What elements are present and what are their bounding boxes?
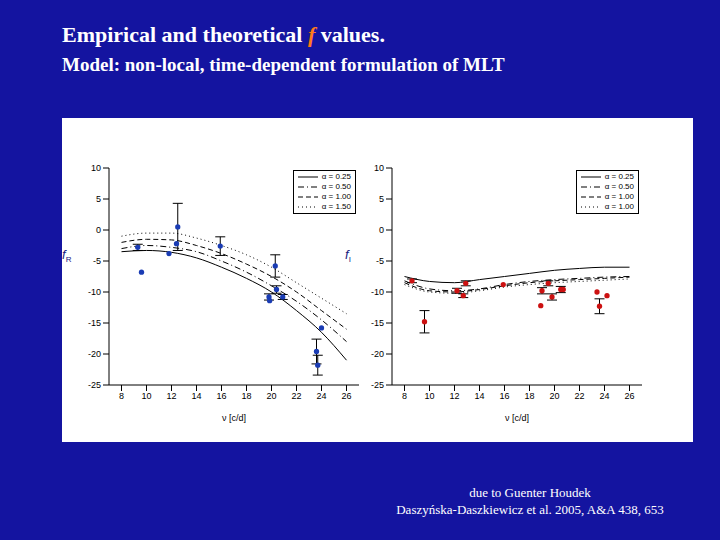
svg-text:5: 5 [379, 194, 384, 204]
html-text:Empirical and theoretical f va: Empirical and theoretical f values. [62, 22, 385, 47]
svg-text:18: 18 [524, 391, 534, 401]
svg-text:-20: -20 [88, 349, 101, 359]
svg-text:-15: -15 [88, 318, 101, 328]
svg-text:5: 5 [96, 194, 101, 204]
svg-text:26: 26 [341, 391, 351, 401]
svg-text:24: 24 [599, 391, 609, 401]
svg-text:18: 18 [241, 391, 251, 401]
svg-text:fR: fR [62, 247, 72, 264]
svg-text:-15: -15 [371, 318, 384, 328]
html-text:α = 0.50: α = 0.50 [321, 182, 351, 191]
html-text:α = 1.00: α = 1.00 [604, 202, 634, 211]
svg-text:10: 10 [141, 391, 151, 401]
svg-text:22: 22 [574, 391, 584, 401]
svg-text:-25: -25 [88, 380, 101, 390]
svg-text:-25: -25 [371, 380, 384, 390]
svg-text:20: 20 [549, 391, 559, 401]
svg-text:-5: -5 [376, 256, 384, 266]
svg-text:16: 16 [216, 391, 226, 401]
svg-text:-20: -20 [371, 349, 384, 359]
svg-text:22: 22 [291, 391, 301, 401]
svg-text:10: 10 [424, 391, 434, 401]
svg-text:10: 10 [374, 163, 384, 173]
svg-text:14: 14 [474, 391, 484, 401]
svg-text:0: 0 [96, 225, 101, 235]
html-text:α = 0.25: α = 0.25 [321, 172, 351, 181]
svg-text:26: 26 [624, 391, 634, 401]
svg-text:0: 0 [379, 225, 384, 235]
svg-text:20: 20 [266, 391, 276, 401]
html-text:Daszyńska-Daszkiewicz et al. 2: Daszyńska-Daszkiewicz et al. 2005, A&A 4… [396, 502, 664, 517]
html-text:Model: non-local, time-depende: Model: non-local, time-dependent formula… [62, 54, 505, 75]
svg-text:8: 8 [119, 391, 124, 401]
svg-text:14: 14 [191, 391, 201, 401]
svg-text:-10: -10 [88, 287, 101, 297]
html-text:due to Guenter Houdek: due to Guenter Houdek [469, 485, 591, 500]
svg-text:10: 10 [91, 163, 101, 173]
svg-text:24: 24 [316, 391, 326, 401]
svg-text:12: 12 [166, 391, 176, 401]
html-text:α = 0.50: α = 0.50 [604, 182, 634, 191]
html-text:α = 1.00: α = 1.00 [321, 192, 351, 201]
svg-text:12: 12 [449, 391, 459, 401]
svg-text:8: 8 [402, 391, 407, 401]
html-text:α = 1.50: α = 1.50 [321, 202, 351, 211]
svg-text:fI: fI [345, 247, 351, 264]
svg-text:ν [c/d]: ν [c/d] [505, 413, 529, 423]
svg-text:ν [c/d]: ν [c/d] [222, 413, 246, 423]
svg-text:-10: -10 [371, 287, 384, 297]
svg-text:16: 16 [499, 391, 509, 401]
html-text:α = 1.00: α = 1.00 [604, 192, 634, 201]
svg-text:-5: -5 [93, 256, 101, 266]
html-text:α = 0.25: α = 0.25 [604, 172, 634, 181]
